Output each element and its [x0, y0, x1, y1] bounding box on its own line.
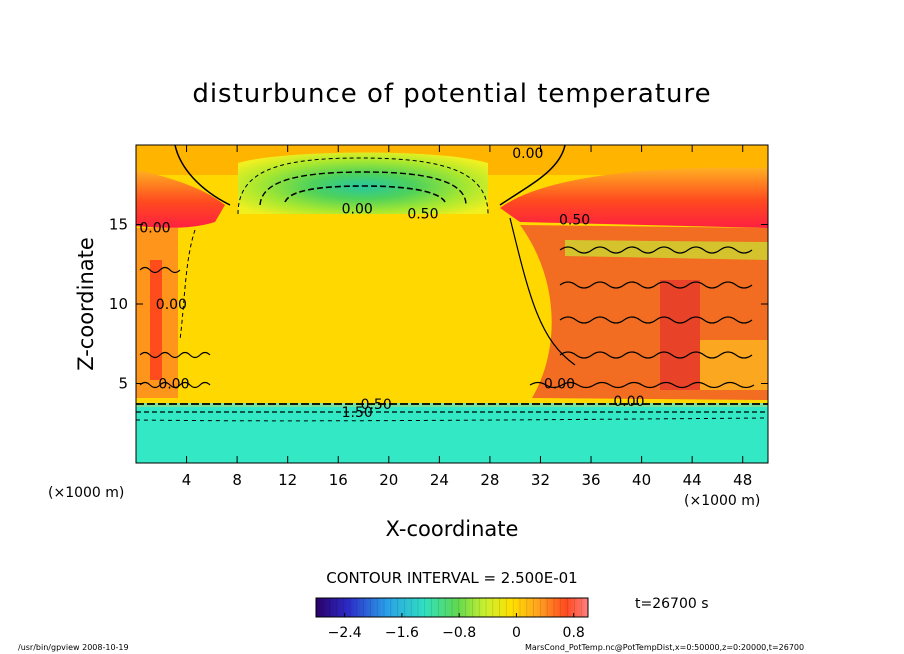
- contour-squiggle: [559, 351, 753, 359]
- y-tick-label: 10: [109, 295, 128, 313]
- contour-dashed: [179, 229, 196, 341]
- contour-solid: [174, 145, 231, 206]
- contour-value-label: 1.50: [342, 405, 373, 421]
- contour-value-label: 0.00: [613, 394, 644, 410]
- field-right-streak: [660, 280, 700, 390]
- contour-squiggle: [139, 266, 181, 274]
- field-right-yellow-patch: [700, 340, 768, 390]
- contour-dashed: [284, 185, 446, 203]
- y-tick-label: 15: [109, 216, 128, 234]
- colorbar-tick-label: −1.6: [385, 625, 419, 641]
- contour-dashed: [259, 171, 467, 206]
- colorbar-tick-label: 0.8: [563, 625, 585, 641]
- x-unit-label-right: (×1000 m): [684, 493, 760, 509]
- heatmap-field: 0.000.000.00 0.50 0.500.000.00 0.000.501.50…: [136, 145, 768, 463]
- y-axis-title: Z-coordinate: [74, 237, 98, 371]
- x-axis: 4 8 12 16 20 24 28 32 36 40 44 48: [182, 145, 752, 489]
- x-tick-label: 36: [581, 471, 600, 489]
- colorbar-frame: [315, 597, 589, 618]
- colorbar-tick-label: −2.4: [328, 625, 362, 641]
- contour-value-label: 0.50: [407, 206, 438, 222]
- contour-solid: [499, 145, 566, 206]
- contour-squiggle: [559, 281, 753, 289]
- contour-labels: 0.000.000.00 0.50 0.500.000.00 0.000.501.50…: [139, 146, 644, 421]
- contour-squiggle: [559, 316, 753, 324]
- contour-squiggle: [559, 246, 753, 254]
- chart-title: disturbunce of potential temperature: [192, 79, 711, 109]
- contour-squiggle: [529, 381, 755, 389]
- colorbar-tick-label: 0: [512, 625, 521, 641]
- colorbar-bands: [315, 598, 589, 617]
- field-left-cap: [136, 170, 225, 228]
- x-tick-label: 20: [379, 471, 398, 489]
- x-tick-label: 4: [182, 471, 192, 489]
- contour-value-label: 0.50: [559, 213, 590, 229]
- time-label: t=26700 s: [635, 596, 709, 612]
- field-left-streak: [150, 260, 162, 380]
- x-tick-label: 32: [531, 471, 550, 489]
- footer-left: /usr/bin/gpview 2008-10-19: [18, 643, 129, 652]
- contour-value-label: 0.00: [158, 377, 189, 393]
- footer-right: MarsCond_PotTemp.nc@PotTempDist,x=0:5000…: [525, 643, 804, 652]
- contour-value-label: 0.00: [512, 146, 543, 162]
- contour-squiggle: [139, 381, 211, 389]
- y-axis: 5 10 15: [109, 216, 768, 393]
- contour-squiggle: [139, 351, 211, 359]
- contour-solid: [509, 217, 576, 366]
- y-tick-label: 5: [118, 375, 128, 393]
- contour-dashed: [136, 417, 768, 422]
- colorbar-tick-label: −0.8: [442, 625, 476, 641]
- contour-value-label: 0.00: [139, 221, 170, 237]
- field-lower-edge: [136, 403, 768, 407]
- contour-value-label: 0.50: [361, 397, 392, 413]
- contour-value-label: 0.00: [156, 297, 187, 313]
- x-tick-label: 48: [733, 471, 752, 489]
- colorbar: [316, 598, 588, 617]
- x-axis-title: X-coordinate: [386, 517, 519, 541]
- x-tick-label: 24: [430, 471, 449, 489]
- x-tick-label: 12: [278, 471, 297, 489]
- x-tick-label: 16: [329, 471, 348, 489]
- field-right-green-band: [565, 240, 768, 260]
- contour-dashed: [237, 157, 489, 215]
- contour-value-label: 0.00: [342, 202, 373, 218]
- contour-value-label: 0.00: [544, 377, 575, 393]
- x-tick-label: 44: [683, 471, 702, 489]
- field-lower-layer: [136, 405, 768, 463]
- x-tick-label: 28: [480, 471, 499, 489]
- field-cool-dome: [238, 152, 488, 214]
- contour-interval-label: CONTOUR INTERVAL = 2.500E-01: [326, 569, 577, 587]
- x-unit-label-left: (×1000 m): [48, 485, 124, 501]
- colorbar-ticks: −2.4 −1.6 −0.8 0 0.8: [328, 613, 585, 641]
- x-tick-label: 40: [632, 471, 651, 489]
- x-tick-label: 8: [232, 471, 242, 489]
- field-right-cap: [500, 167, 768, 228]
